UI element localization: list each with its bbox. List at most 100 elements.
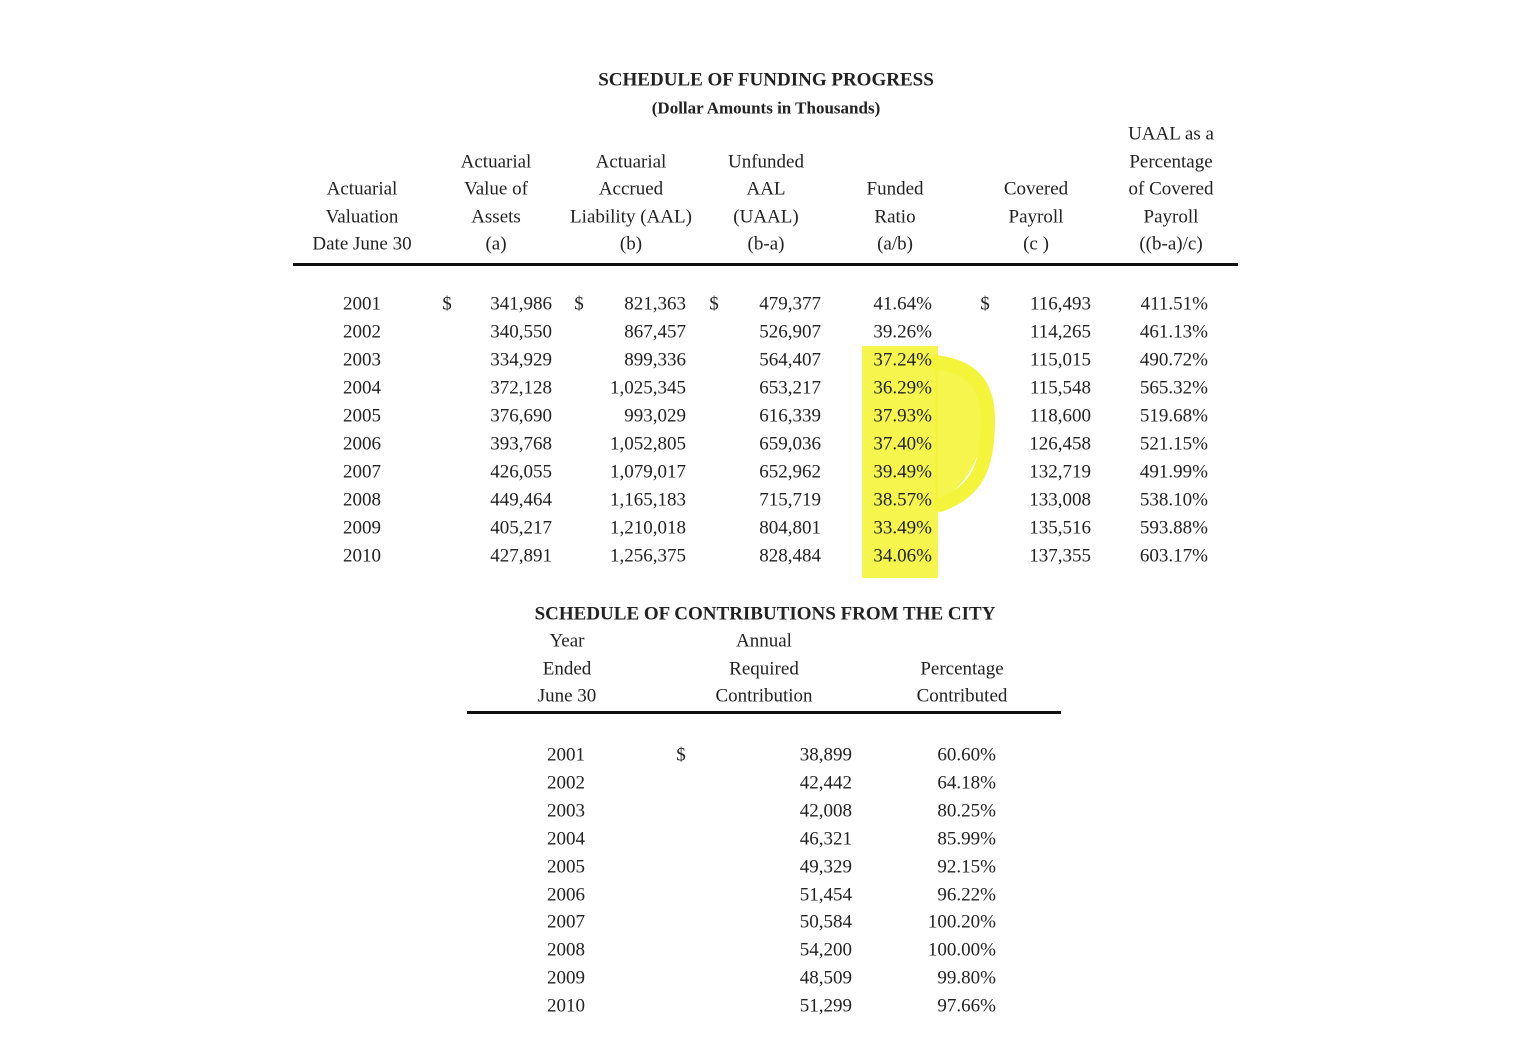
cell: 426,055: [490, 461, 552, 483]
cell: 115,015: [1029, 349, 1091, 371]
cell: 133,008: [1029, 489, 1091, 511]
cell: 427,891: [490, 545, 552, 567]
cell: 115,548: [1029, 377, 1091, 399]
cell: 564,407: [759, 349, 821, 371]
cell: 92.15%: [937, 856, 996, 878]
cell: 715,719: [759, 489, 821, 511]
header-rule: [467, 711, 1061, 714]
highlight-scribble: [935, 362, 988, 500]
cell: 993,029: [624, 405, 686, 427]
column-header: Liability (AAL): [570, 206, 692, 227]
cell: 137,355: [1029, 545, 1091, 567]
cell: 659,036: [759, 433, 821, 455]
cell: 54,200: [799, 939, 852, 961]
cell: 97.66%: [937, 995, 996, 1017]
column-header: of Covered: [1128, 178, 1214, 200]
cell: 48,509: [799, 967, 852, 989]
cell: 2009: [343, 517, 381, 539]
cell: 2006: [547, 884, 585, 905]
cell: 565.32%: [1139, 377, 1208, 399]
dollar-sign: $: [676, 744, 686, 766]
column-header: Date June 30: [312, 233, 412, 255]
cell: 85.99%: [937, 828, 996, 850]
cell: 603.17%: [1139, 545, 1208, 567]
column-header: (b): [619, 233, 643, 255]
cell: 341,986: [490, 293, 552, 315]
cell: 519.68%: [1139, 405, 1208, 427]
column-header: Contributed: [916, 685, 1008, 707]
column-header: Valuation: [325, 206, 399, 227]
cell: 34.06%: [873, 545, 932, 567]
column-header: Assets: [471, 206, 521, 227]
dollar-sign: $: [574, 293, 584, 315]
column-header: (a/b): [877, 233, 913, 255]
column-header: Unfunded: [728, 151, 804, 172]
cell: 39.49%: [873, 461, 932, 483]
cell: 2009: [547, 967, 585, 989]
column-header: AAL: [746, 178, 786, 200]
highlight-stroke: [928, 355, 996, 512]
cell: 37.40%: [873, 433, 932, 455]
cell: 60.60%: [937, 744, 996, 766]
cell: 340,550: [490, 321, 552, 343]
cell: 2007: [547, 911, 585, 933]
cell: 2001: [547, 744, 585, 766]
cell: 49,329: [799, 856, 852, 878]
dollar-sign: $: [980, 293, 990, 315]
cell: 2010: [343, 545, 381, 567]
cell: 2003: [343, 349, 381, 371]
column-header: Actuarial: [460, 151, 532, 172]
cell: 405,217: [490, 517, 552, 539]
cell: 1,210,018: [610, 517, 686, 539]
column-header: Payroll: [1143, 206, 1199, 227]
cell: 38.57%: [873, 489, 932, 511]
cell: 41.64%: [873, 293, 932, 315]
column-header: (c ): [1023, 233, 1049, 255]
cell: 2007: [343, 461, 381, 483]
cell: 2005: [547, 856, 585, 878]
cell: 479,377: [759, 293, 821, 315]
cell: 334,929: [490, 349, 552, 371]
cell: 538.10%: [1139, 489, 1208, 511]
header-rule: [293, 263, 1238, 266]
cell: 821,363: [624, 293, 686, 315]
cell: 96.22%: [937, 884, 996, 905]
column-header: June 30: [537, 685, 597, 707]
cell: 116,493: [1029, 293, 1091, 315]
funding-subtitle: (Dollar Amounts in Thousands): [651, 98, 881, 118]
cell: 64.18%: [937, 772, 996, 794]
cell: 804,801: [759, 517, 821, 539]
cell: 51,454: [799, 884, 852, 905]
column-header: Year: [549, 630, 585, 652]
cell: 490.72%: [1139, 349, 1208, 371]
cell: 2003: [547, 800, 585, 822]
cell: 2004: [343, 377, 381, 399]
column-header: Accrued: [598, 178, 664, 200]
cell: 50,584: [799, 911, 852, 933]
highlight: [862, 346, 938, 578]
column-header: Covered: [1003, 178, 1069, 200]
cell: 491.99%: [1139, 461, 1208, 483]
cell: 2006: [343, 433, 381, 455]
cell: 867,457: [624, 321, 686, 343]
column-header: (b-a): [747, 233, 785, 255]
cell: 653,217: [759, 377, 821, 399]
cell: 376,690: [490, 405, 552, 427]
column-header: Funded: [866, 178, 924, 200]
column-header: Percentage: [1129, 151, 1213, 172]
cell: 38,899: [799, 744, 852, 766]
cell: 114,265: [1029, 321, 1091, 343]
cell: 1,165,183: [610, 489, 686, 511]
cell: 2008: [547, 939, 585, 961]
column-header: Ended: [542, 658, 592, 679]
column-header: ((b-a)/c): [1139, 233, 1203, 255]
cell: 99.80%: [937, 967, 996, 989]
cell: 526,907: [759, 321, 821, 343]
cell: 33.49%: [873, 517, 932, 539]
cell: 449,464: [490, 489, 552, 511]
cell: 521.15%: [1139, 433, 1208, 455]
cell: 652,962: [759, 461, 821, 483]
column-header: Actuarial: [595, 151, 667, 172]
column-header: Contribution: [715, 685, 813, 707]
